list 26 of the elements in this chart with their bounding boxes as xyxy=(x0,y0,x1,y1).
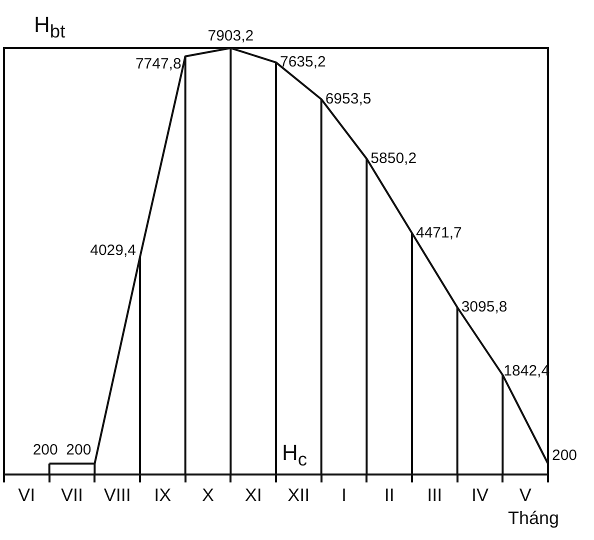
data-label: 7747,8 xyxy=(135,56,182,73)
x-tick-label: IX xyxy=(154,485,172,506)
x-tick-label: VIII xyxy=(104,485,131,506)
x-tick-label: X xyxy=(202,485,214,506)
x-axis-title: Tháng xyxy=(508,508,560,530)
data-label: 200 xyxy=(552,446,578,464)
data-label: 200 xyxy=(32,441,58,458)
x-tick-label: IV xyxy=(471,485,489,506)
y-axis-title: H$_{bt}$ xyxy=(34,12,66,42)
data-label: 5850,2 xyxy=(370,150,417,167)
x-tick-label: III xyxy=(427,485,442,506)
x-tick-label: XII xyxy=(288,485,310,506)
x-tick-label: II xyxy=(384,485,394,506)
data-label: 3095,8 xyxy=(461,298,508,316)
data-label: 6953,5 xyxy=(325,90,372,108)
data-label: 7635,2 xyxy=(280,54,326,71)
x-tick-label: VI xyxy=(18,485,36,506)
x-tick-label: I xyxy=(341,485,347,506)
data-label: 200 xyxy=(66,441,92,458)
data-label: 4471,7 xyxy=(416,224,462,242)
x-tick-label: V xyxy=(519,485,532,506)
data-label: 4029,4 xyxy=(90,242,136,260)
data-label: 7903,2 xyxy=(208,28,254,45)
x-tick-label: XI xyxy=(244,485,262,506)
annotation: H$_{c}$ xyxy=(282,440,308,471)
x-tick-label: VII xyxy=(60,485,84,506)
